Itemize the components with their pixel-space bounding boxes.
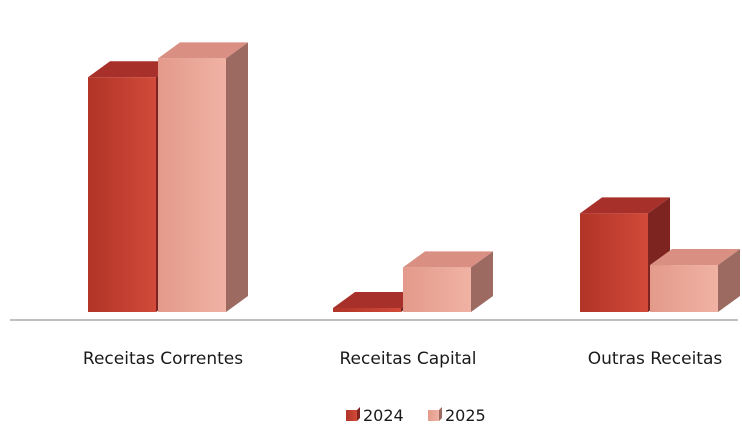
bar-top	[403, 251, 493, 268]
bar-side	[718, 249, 740, 312]
bar-2025-receitas-correntes	[158, 42, 248, 312]
bar-2025-receitas-capital	[403, 251, 493, 312]
bar-2025-outras-receitas	[650, 249, 740, 312]
bar-2024-receitas-capital	[333, 292, 423, 312]
bar-side	[471, 251, 493, 312]
legend-label-2025: 2025	[445, 406, 486, 425]
bar-front	[88, 77, 156, 312]
bar-front	[158, 58, 226, 312]
bar-top	[88, 61, 178, 78]
bar-front	[580, 213, 648, 312]
legend-swatch-2025	[428, 410, 439, 421]
category-labels: Receitas Correntes Receitas Capital Outras…	[83, 349, 722, 369]
bar-front	[333, 308, 401, 312]
bar-front	[650, 265, 718, 312]
category-label: Outras Receitas	[588, 349, 723, 369]
bar-top	[158, 42, 248, 59]
bar-side	[226, 42, 248, 312]
bars-layer	[88, 42, 740, 312]
category-label: Receitas Capital	[340, 349, 477, 369]
bar-front	[403, 267, 471, 312]
bar-top	[650, 249, 740, 266]
legend-swatch-side	[439, 407, 442, 421]
legend-label-2024: 2024	[363, 406, 404, 425]
legend: 2024 2025	[346, 406, 486, 425]
bar-top	[333, 292, 423, 308]
legend-swatch-side	[357, 407, 360, 421]
legend-swatch-2024	[346, 410, 357, 421]
category-label: Receitas Correntes	[83, 349, 243, 369]
bar-top	[580, 197, 670, 214]
